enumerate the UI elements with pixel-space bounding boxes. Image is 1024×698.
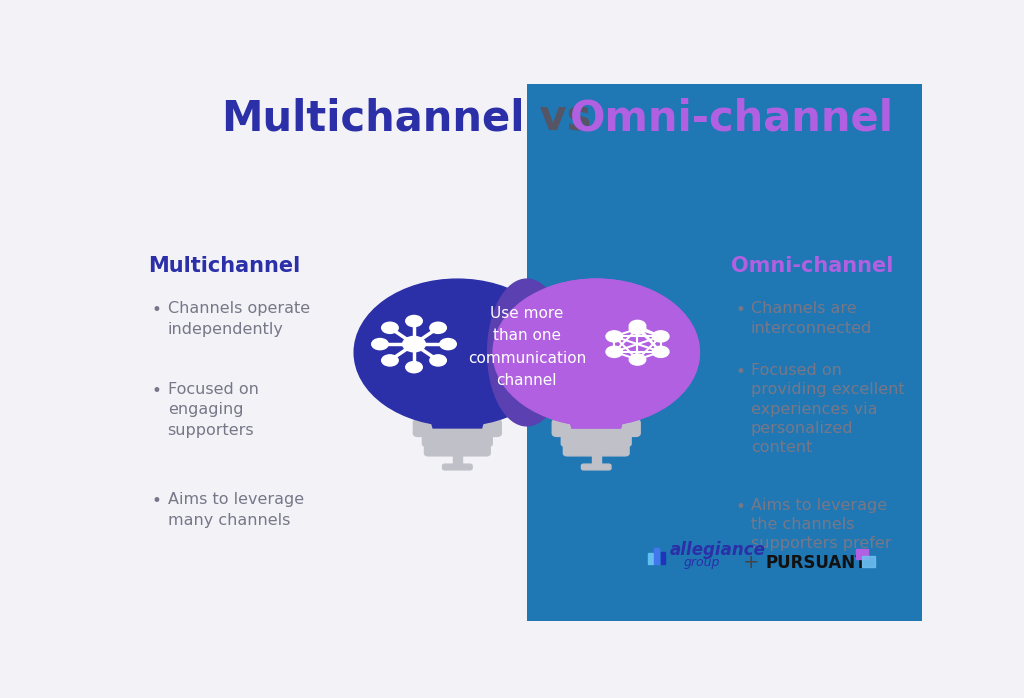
- Polygon shape: [567, 411, 625, 428]
- Circle shape: [382, 355, 398, 366]
- FancyBboxPatch shape: [423, 433, 493, 446]
- Text: •: •: [152, 382, 162, 400]
- Circle shape: [652, 331, 669, 342]
- Polygon shape: [428, 411, 486, 428]
- Text: Omni-channel: Omni-channel: [731, 255, 894, 276]
- Circle shape: [629, 354, 646, 365]
- Text: •: •: [735, 363, 745, 381]
- Circle shape: [430, 355, 446, 366]
- Circle shape: [406, 362, 422, 373]
- Text: Focused on
providing excellent
experiences via
personalized
content: Focused on providing excellent experienc…: [751, 363, 904, 455]
- Ellipse shape: [493, 279, 699, 426]
- Bar: [856, 549, 868, 559]
- Text: Omni-channel: Omni-channel: [570, 98, 894, 140]
- Circle shape: [439, 339, 457, 350]
- Bar: [648, 553, 652, 564]
- Text: Focused on
engaging
supporters: Focused on engaging supporters: [168, 382, 258, 438]
- FancyBboxPatch shape: [414, 419, 502, 436]
- Bar: [453, 453, 462, 466]
- FancyBboxPatch shape: [561, 433, 631, 446]
- Text: Multichannel: Multichannel: [221, 98, 524, 140]
- Circle shape: [606, 331, 623, 342]
- Polygon shape: [567, 411, 625, 428]
- Text: Aims to leverage
many channels: Aims to leverage many channels: [168, 492, 304, 528]
- Text: •: •: [735, 498, 745, 516]
- FancyBboxPatch shape: [442, 464, 472, 470]
- Text: •: •: [152, 302, 162, 320]
- Bar: [592, 453, 601, 466]
- Circle shape: [406, 315, 422, 327]
- Circle shape: [652, 346, 669, 357]
- FancyBboxPatch shape: [425, 443, 490, 456]
- Text: •: •: [735, 302, 745, 320]
- Circle shape: [629, 323, 646, 334]
- Text: •: •: [152, 492, 162, 510]
- Circle shape: [629, 320, 646, 332]
- FancyBboxPatch shape: [552, 419, 640, 436]
- Circle shape: [606, 346, 623, 357]
- Text: Channels operate
independently: Channels operate independently: [168, 302, 310, 337]
- Bar: [654, 548, 658, 564]
- Circle shape: [372, 339, 388, 350]
- Circle shape: [382, 322, 398, 334]
- Bar: [862, 556, 874, 567]
- Text: Multichannel: Multichannel: [147, 255, 300, 276]
- Text: group: group: [684, 556, 720, 569]
- Circle shape: [430, 322, 446, 334]
- Text: vs: vs: [524, 98, 605, 140]
- Text: Use more
than one
communication
channel: Use more than one communication channel: [468, 306, 586, 387]
- Text: Aims to leverage
the channels
supporters prefer: Aims to leverage the channels supporters…: [751, 498, 892, 551]
- Text: +: +: [742, 553, 759, 572]
- FancyBboxPatch shape: [563, 443, 629, 456]
- Bar: [660, 552, 666, 564]
- FancyBboxPatch shape: [582, 464, 611, 470]
- Ellipse shape: [354, 279, 560, 426]
- Ellipse shape: [487, 279, 566, 426]
- Text: PURSUANT: PURSUANT: [765, 554, 866, 572]
- Text: allegiance: allegiance: [670, 542, 766, 559]
- Circle shape: [402, 336, 425, 352]
- Text: Channels are
interconnected: Channels are interconnected: [751, 302, 872, 336]
- Ellipse shape: [493, 279, 699, 426]
- Text: .: .: [849, 554, 854, 572]
